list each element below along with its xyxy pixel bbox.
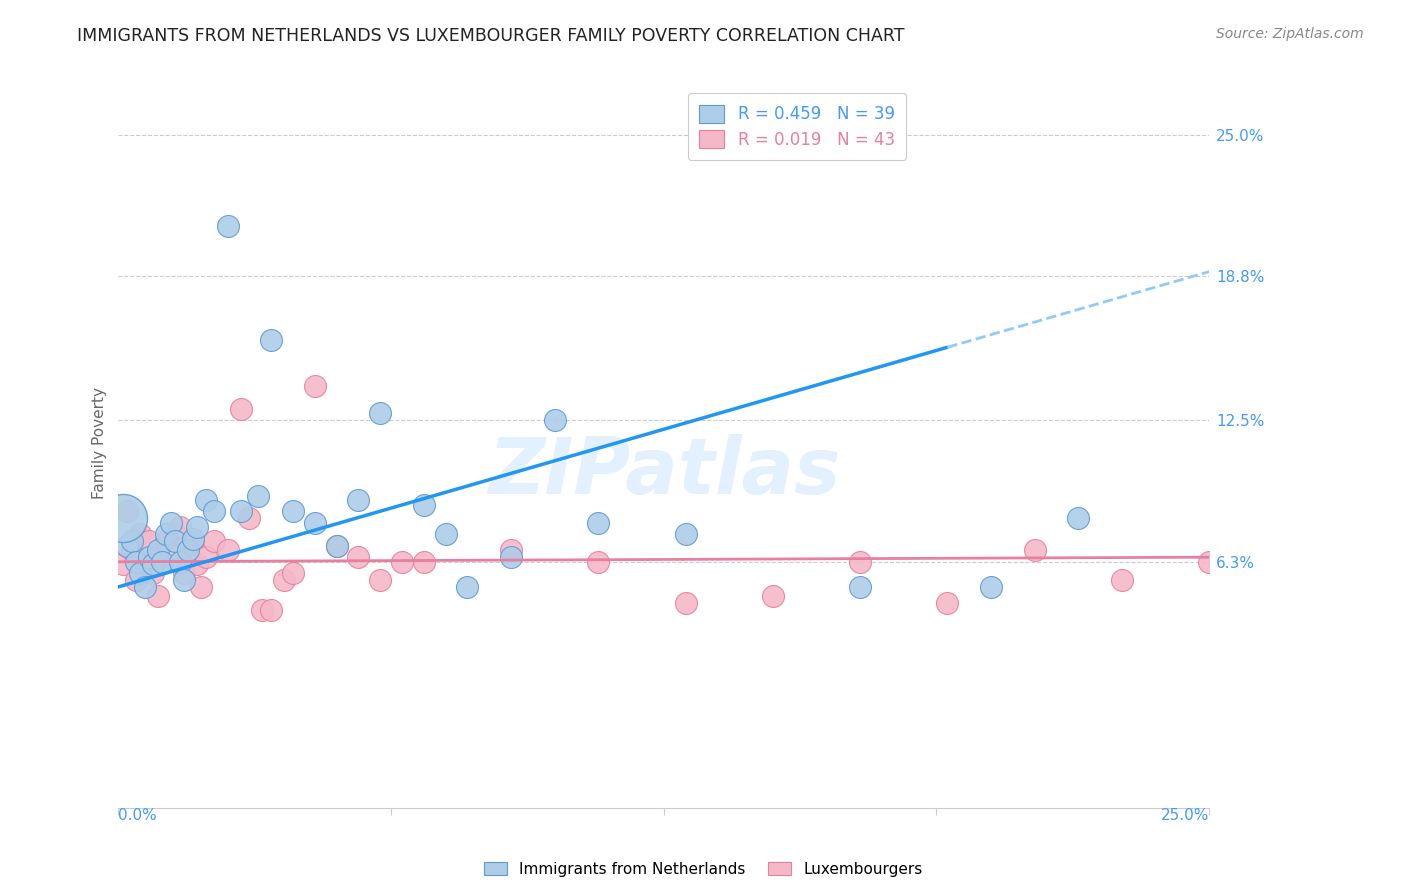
Point bbox=[501, 543, 523, 558]
Point bbox=[325, 539, 347, 553]
Point bbox=[204, 504, 226, 518]
Point bbox=[125, 573, 148, 587]
Point bbox=[273, 573, 295, 587]
Point bbox=[121, 534, 143, 549]
Point bbox=[111, 511, 134, 525]
Point bbox=[849, 555, 872, 569]
Point bbox=[980, 580, 1002, 594]
Point bbox=[134, 580, 156, 594]
Point bbox=[229, 401, 252, 416]
Point bbox=[252, 603, 274, 617]
Point bbox=[165, 527, 187, 541]
Point bbox=[138, 534, 160, 549]
Point bbox=[142, 557, 165, 571]
Point bbox=[849, 580, 872, 594]
Point bbox=[347, 493, 370, 508]
Point bbox=[165, 534, 187, 549]
Point bbox=[1198, 555, 1220, 569]
Point bbox=[247, 488, 270, 502]
Point bbox=[138, 550, 160, 565]
Point bbox=[762, 128, 785, 142]
Point bbox=[115, 539, 138, 553]
Point bbox=[177, 550, 200, 565]
Point bbox=[238, 511, 260, 525]
Point bbox=[762, 589, 785, 603]
Point bbox=[588, 516, 610, 530]
Point bbox=[111, 557, 134, 571]
Point bbox=[260, 603, 283, 617]
Point bbox=[134, 557, 156, 571]
Point bbox=[186, 520, 208, 534]
Point bbox=[456, 580, 478, 594]
Point bbox=[501, 550, 523, 565]
Point bbox=[229, 504, 252, 518]
Point bbox=[325, 539, 347, 553]
Point bbox=[1024, 543, 1046, 558]
Point bbox=[1067, 511, 1090, 525]
Y-axis label: Family Poverty: Family Poverty bbox=[93, 387, 107, 499]
Point bbox=[121, 543, 143, 558]
Point bbox=[186, 557, 208, 571]
Legend: R = 0.459   N = 39, R = 0.019   N = 43: R = 0.459 N = 39, R = 0.019 N = 43 bbox=[688, 93, 907, 161]
Point bbox=[194, 550, 217, 565]
Point bbox=[347, 550, 370, 565]
Point bbox=[936, 596, 959, 610]
Point bbox=[129, 527, 152, 541]
Point bbox=[217, 219, 239, 233]
Legend: Immigrants from Netherlands, Luxembourgers: Immigrants from Netherlands, Luxembourge… bbox=[477, 854, 929, 884]
Point bbox=[150, 555, 173, 569]
Text: ZIPatlas: ZIPatlas bbox=[488, 434, 839, 510]
Point bbox=[434, 527, 457, 541]
Point bbox=[169, 520, 191, 534]
Point bbox=[142, 566, 165, 581]
Point bbox=[169, 555, 191, 569]
Point bbox=[146, 589, 169, 603]
Point bbox=[181, 532, 204, 546]
Point bbox=[281, 504, 304, 518]
Point bbox=[260, 333, 283, 347]
Point bbox=[173, 573, 195, 587]
Point bbox=[190, 580, 212, 594]
Point bbox=[675, 527, 697, 541]
Text: Source: ZipAtlas.com: Source: ZipAtlas.com bbox=[1216, 27, 1364, 41]
Point bbox=[391, 555, 413, 569]
Point bbox=[412, 555, 434, 569]
Point bbox=[159, 543, 181, 558]
Point bbox=[194, 493, 217, 508]
Point bbox=[1111, 573, 1133, 587]
Point bbox=[304, 516, 326, 530]
Point bbox=[155, 527, 177, 541]
Point bbox=[177, 543, 200, 558]
Point bbox=[146, 543, 169, 558]
Point bbox=[150, 555, 173, 569]
Point bbox=[675, 596, 697, 610]
Point bbox=[129, 566, 152, 581]
Text: IMMIGRANTS FROM NETHERLANDS VS LUXEMBOURGER FAMILY POVERTY CORRELATION CHART: IMMIGRANTS FROM NETHERLANDS VS LUXEMBOUR… bbox=[77, 27, 905, 45]
Point bbox=[304, 379, 326, 393]
Text: 25.0%: 25.0% bbox=[1161, 808, 1209, 823]
Point bbox=[368, 573, 391, 587]
Point bbox=[155, 534, 177, 549]
Point bbox=[368, 406, 391, 420]
Point bbox=[115, 504, 138, 518]
Point bbox=[217, 543, 239, 558]
Point bbox=[588, 555, 610, 569]
Point bbox=[173, 566, 195, 581]
Point bbox=[181, 534, 204, 549]
Point bbox=[125, 555, 148, 569]
Text: 0.0%: 0.0% bbox=[118, 808, 157, 823]
Point bbox=[412, 498, 434, 512]
Point bbox=[544, 413, 567, 427]
Point bbox=[281, 566, 304, 581]
Point bbox=[204, 534, 226, 549]
Point bbox=[159, 516, 181, 530]
